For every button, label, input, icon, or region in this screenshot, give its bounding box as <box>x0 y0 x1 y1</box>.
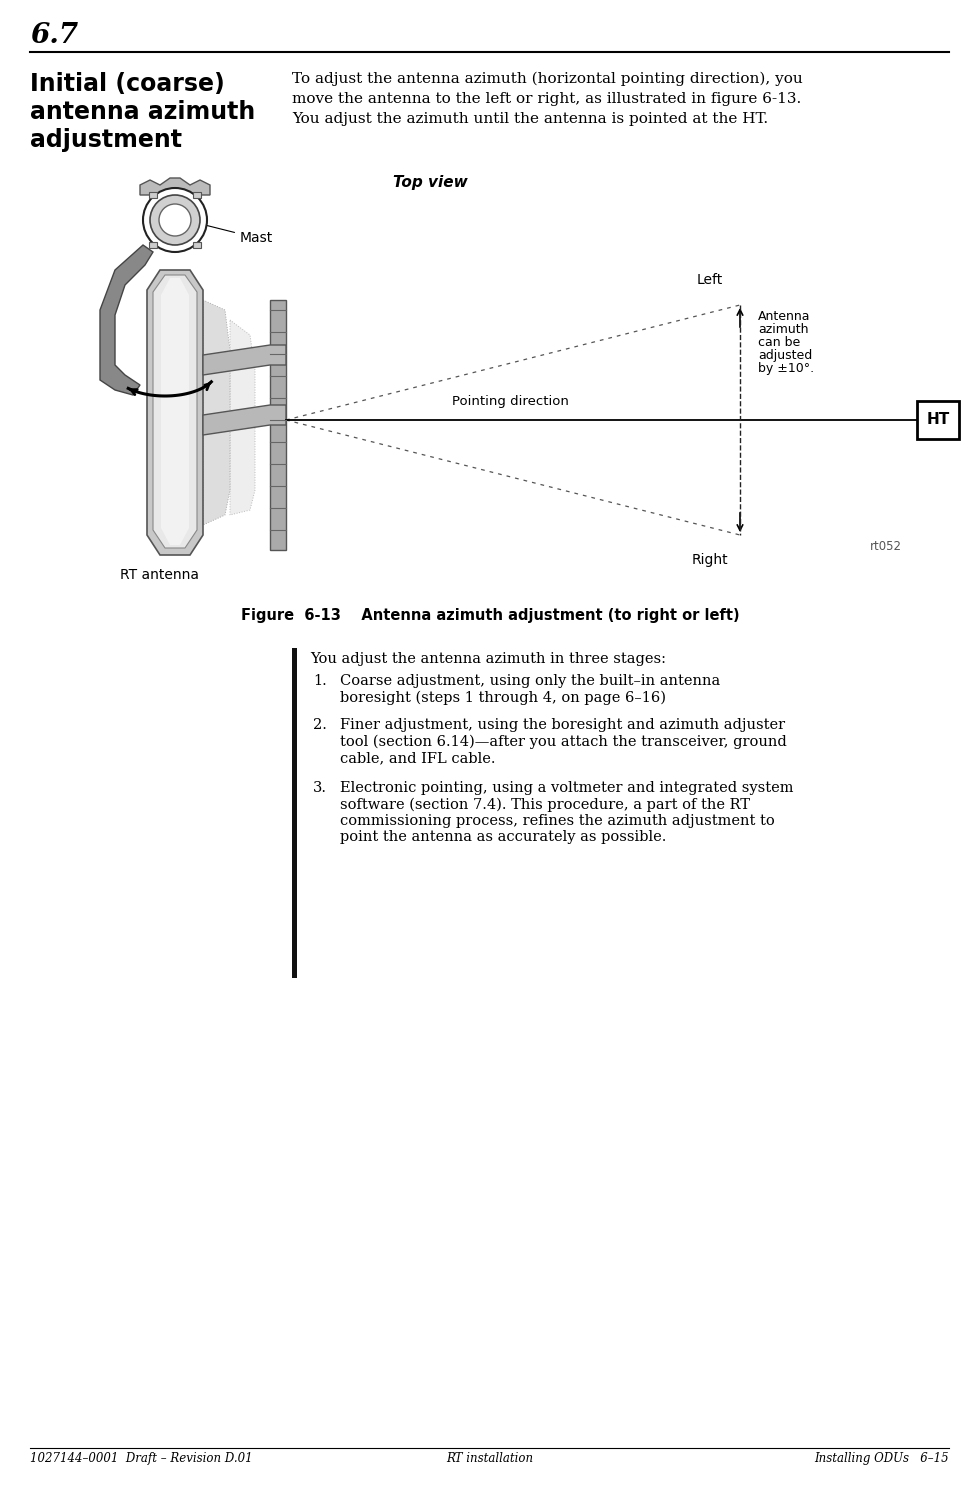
Polygon shape <box>202 299 230 526</box>
Text: antenna azimuth: antenna azimuth <box>30 100 255 124</box>
Text: Figure  6-13    Antenna azimuth adjustment (to right or left): Figure 6-13 Antenna azimuth adjustment (… <box>241 608 738 622</box>
Text: You adjust the azimuth until the antenna is pointed at the HT.: You adjust the azimuth until the antenna… <box>291 112 768 127</box>
Text: by ±10°.: by ±10°. <box>757 362 814 375</box>
Text: Top view: Top view <box>392 176 467 191</box>
Text: 1.: 1. <box>313 675 327 688</box>
Text: Antenna: Antenna <box>757 310 810 323</box>
Text: azimuth: azimuth <box>757 323 808 337</box>
Text: adjustment: adjustment <box>30 128 182 152</box>
Polygon shape <box>202 345 286 375</box>
Bar <box>270 299 286 549</box>
Text: To adjust the antenna azimuth (horizontal pointing direction), you: To adjust the antenna azimuth (horizonta… <box>291 71 802 86</box>
Text: Mast: Mast <box>188 220 273 246</box>
Text: 6.7: 6.7 <box>30 22 78 49</box>
Text: Left: Left <box>696 272 723 287</box>
Polygon shape <box>153 275 197 548</box>
Text: can be: can be <box>757 337 799 348</box>
Text: You adjust the antenna azimuth in three stages:: You adjust the antenna azimuth in three … <box>310 652 665 666</box>
Text: 2.: 2. <box>313 718 327 733</box>
Polygon shape <box>140 179 210 195</box>
Text: Pointing direction: Pointing direction <box>451 395 568 408</box>
Text: RT installation: RT installation <box>446 1452 533 1465</box>
Polygon shape <box>147 270 202 555</box>
Text: Installing ODUs   6–15: Installing ODUs 6–15 <box>814 1452 948 1465</box>
Bar <box>149 243 156 249</box>
Text: 3.: 3. <box>313 782 327 795</box>
Text: Initial (coarse): Initial (coarse) <box>30 71 225 95</box>
Circle shape <box>150 195 200 246</box>
Bar <box>149 192 156 198</box>
Text: move the antenna to the left or right, as illustrated in figure 6-13.: move the antenna to the left or right, a… <box>291 92 800 106</box>
Text: RT antenna: RT antenna <box>120 567 200 582</box>
Text: Finer adjustment, using the boresight and azimuth adjuster
tool (section 6.14)—a: Finer adjustment, using the boresight an… <box>339 718 786 765</box>
Bar <box>291 648 296 978</box>
Text: adjusted: adjusted <box>757 348 812 362</box>
Polygon shape <box>160 278 189 545</box>
FancyBboxPatch shape <box>916 401 958 439</box>
Text: 1027144–0001  Draft – Revision D.01: 1027144–0001 Draft – Revision D.01 <box>30 1452 252 1465</box>
Text: rt052: rt052 <box>869 541 901 552</box>
Text: Coarse adjustment, using only the built–in antenna
boresight (steps 1 through 4,: Coarse adjustment, using only the built–… <box>339 675 720 704</box>
Circle shape <box>143 188 206 252</box>
Bar <box>193 243 200 249</box>
Text: HT: HT <box>925 412 949 427</box>
Circle shape <box>158 204 191 235</box>
Polygon shape <box>230 320 254 515</box>
Bar <box>193 192 200 198</box>
Text: Electronic pointing, using a voltmeter and integrated system
software (section 7: Electronic pointing, using a voltmeter a… <box>339 782 793 844</box>
Text: Right: Right <box>691 552 728 567</box>
Polygon shape <box>100 246 153 395</box>
Polygon shape <box>202 405 286 435</box>
